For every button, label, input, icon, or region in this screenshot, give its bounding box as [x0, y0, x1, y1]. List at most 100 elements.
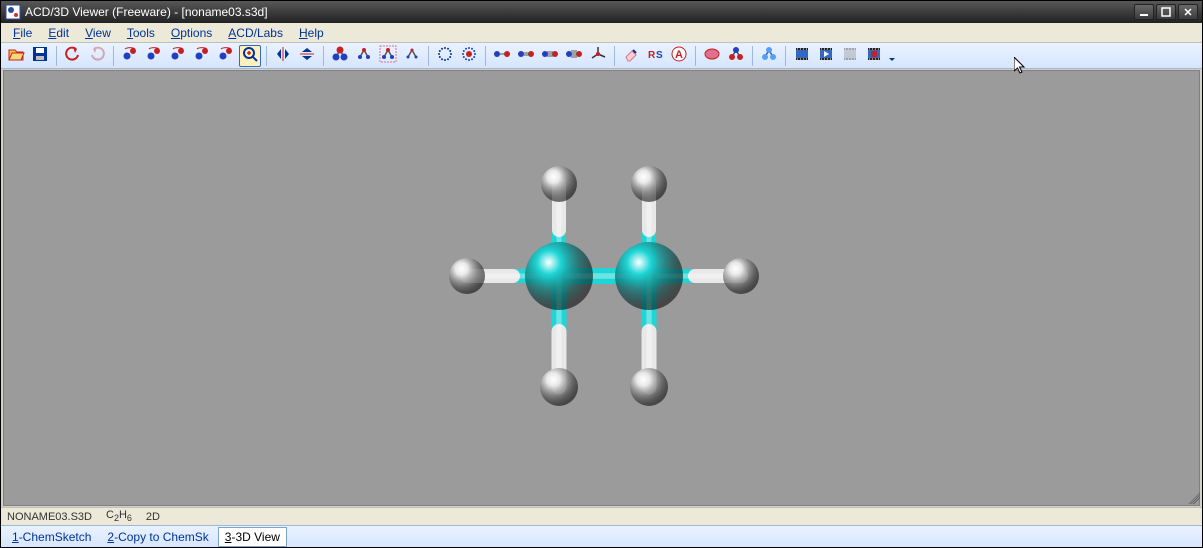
menu-tools[interactable]: Tools: [119, 24, 163, 42]
bond-4-button[interactable]: [563, 45, 585, 67]
menu-file[interactable]: File: [5, 24, 40, 42]
redo-button: [86, 45, 108, 67]
app-icon: [5, 4, 21, 20]
toolbar-separator: [266, 46, 267, 66]
status-mode: 2D: [146, 511, 160, 523]
rotate-mode-4-icon: [193, 45, 211, 66]
style-sticks-button[interactable]: [353, 45, 375, 67]
tab-1-chemsketch[interactable]: 1-ChemSketch: [5, 527, 98, 547]
color-3-icon: [760, 45, 778, 66]
style-balls-icon: [331, 45, 349, 66]
toolbar-overflow-button[interactable]: [887, 45, 897, 67]
3d-viewport[interactable]: [3, 70, 1200, 506]
axes-icon: [589, 45, 607, 66]
film-3-icon: [841, 45, 859, 66]
menu-edit[interactable]: Edit: [40, 24, 77, 42]
axes-button[interactable]: [587, 45, 609, 67]
film-1-icon: [793, 45, 811, 66]
status-formula: C2H6: [106, 509, 132, 523]
window-controls: [1134, 4, 1198, 20]
style-wire-sel-button[interactable]: [377, 45, 399, 67]
open-file-button[interactable]: [5, 45, 27, 67]
color-1-button[interactable]: [701, 45, 723, 67]
tabbar: 1-ChemSketch2-Copy to ChemSk3-3D View: [1, 525, 1202, 547]
rotate-mode-3-button[interactable]: [167, 45, 189, 67]
maximize-button[interactable]: [1156, 4, 1176, 20]
erase-icon: [622, 45, 640, 66]
style-wire-sel-icon: [379, 45, 397, 66]
bond-2-button[interactable]: [515, 45, 537, 67]
undo-icon: [64, 45, 82, 66]
rs-label-icon: RS: [646, 45, 664, 66]
mirror-h-icon: [274, 45, 292, 66]
toolbar-separator: [113, 46, 114, 66]
style-wire-button[interactable]: [401, 45, 423, 67]
tab-2-copy-to-chemsk[interactable]: 2-Copy to ChemSk: [100, 527, 215, 547]
menu-help[interactable]: Help: [291, 24, 332, 42]
toolbar: RS A: [1, 43, 1202, 69]
color-3-button[interactable]: [758, 45, 780, 67]
erase-button[interactable]: [620, 45, 642, 67]
app-window: ACD/3D Viewer (Freeware) - [noname03.s3d…: [0, 0, 1203, 548]
color-1-icon: [703, 45, 721, 66]
color-2-button[interactable]: [725, 45, 747, 67]
toolbar-separator: [323, 46, 324, 66]
save-icon: [31, 45, 49, 66]
atom-label-button[interactable]: A: [668, 45, 690, 67]
toolbar-separator: [695, 46, 696, 66]
rotate-mode-5-button[interactable]: [215, 45, 237, 67]
open-file-icon: [7, 45, 25, 66]
svg-text:S: S: [656, 50, 663, 61]
zoom-button[interactable]: [239, 45, 261, 67]
rotate-mode-1-button[interactable]: [119, 45, 141, 67]
bond-1-icon: [493, 45, 511, 66]
toolbar-separator: [614, 46, 615, 66]
rotate-mode-1-icon: [121, 45, 139, 66]
film-4-icon: [865, 45, 883, 66]
style-dots2-button[interactable]: [458, 45, 480, 67]
style-dots-icon: [436, 45, 454, 66]
minimize-button[interactable]: [1134, 4, 1154, 20]
toolbar-separator: [56, 46, 57, 66]
rs-label-button[interactable]: RS: [644, 45, 666, 67]
menu-options[interactable]: Options: [163, 24, 220, 42]
rotate-mode-2-button[interactable]: [143, 45, 165, 67]
style-dots2-icon: [460, 45, 478, 66]
style-dots-button[interactable]: [434, 45, 456, 67]
status-filename: NONAME03.S3D: [7, 511, 92, 523]
save-button[interactable]: [29, 45, 51, 67]
color-2-icon: [727, 45, 745, 66]
mirror-v-button[interactable]: [296, 45, 318, 67]
titlebar: ACD/3D Viewer (Freeware) - [noname03.s3d…: [1, 1, 1202, 23]
mirror-h-button[interactable]: [272, 45, 294, 67]
atom-label-icon: A: [670, 45, 688, 66]
bond-3-icon: [541, 45, 559, 66]
menu-acdlabs[interactable]: ACD/Labs: [220, 24, 291, 42]
film-2-button[interactable]: [815, 45, 837, 67]
bond-1-button[interactable]: [491, 45, 513, 67]
film-1-button[interactable]: [791, 45, 813, 67]
film-4-button[interactable]: [863, 45, 885, 67]
bond-2-icon: [517, 45, 535, 66]
statusbar: NONAME03.S3D C2H6 2D: [1, 507, 1202, 525]
toolbar-separator: [428, 46, 429, 66]
window-title: ACD/3D Viewer (Freeware) - [noname03.s3d…: [25, 5, 1134, 19]
bond-4-icon: [565, 45, 583, 66]
film-3-button: [839, 45, 861, 67]
toolbar-separator: [752, 46, 753, 66]
close-button[interactable]: [1178, 4, 1198, 20]
rotate-mode-4-button[interactable]: [191, 45, 213, 67]
mirror-v-icon: [298, 45, 316, 66]
rotate-mode-3-icon: [169, 45, 187, 66]
zoom-icon: [241, 45, 259, 66]
undo-button[interactable]: [62, 45, 84, 67]
tab-3-3d-view[interactable]: 3-3D View: [218, 527, 287, 547]
style-sticks-icon: [355, 45, 373, 66]
film-2-icon: [817, 45, 835, 66]
style-wire-icon: [403, 45, 421, 66]
toolbar-separator: [485, 46, 486, 66]
bond-3-button[interactable]: [539, 45, 561, 67]
resize-grip-icon[interactable]: [1188, 492, 1200, 504]
menu-view[interactable]: View: [77, 24, 119, 42]
style-balls-button[interactable]: [329, 45, 351, 67]
